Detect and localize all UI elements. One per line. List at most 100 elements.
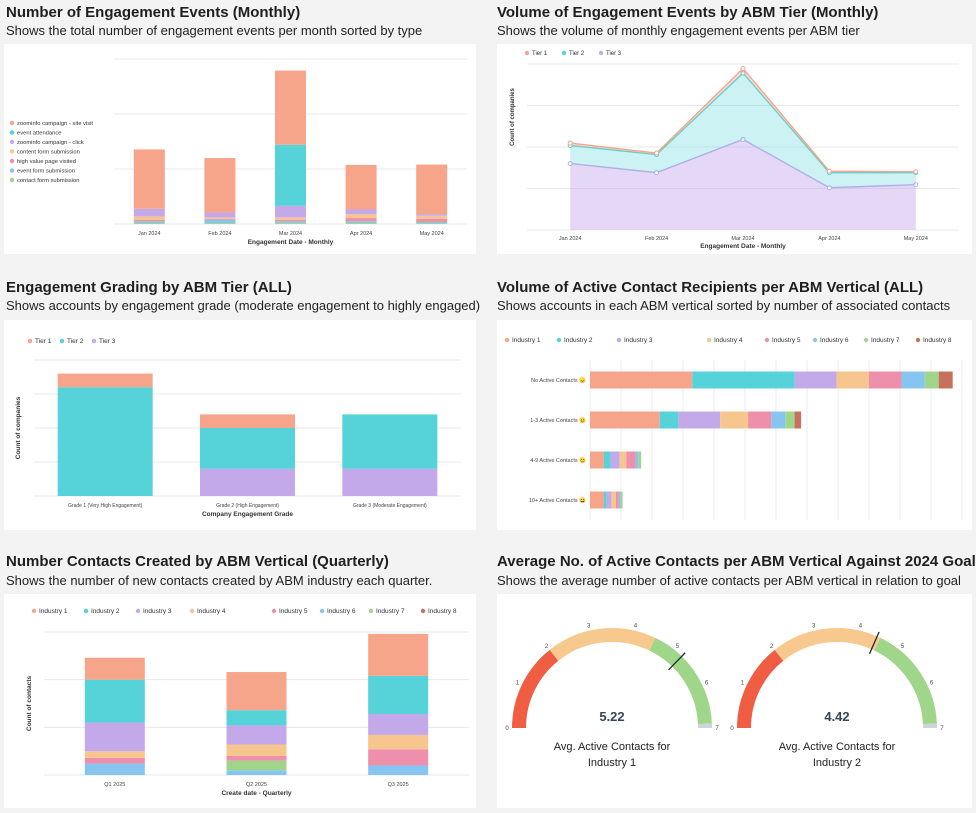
x-tick-label: May 2024 — [420, 231, 444, 237]
legend-zoominfo-campaign-click-label: zoominfo campaign - click — [17, 140, 84, 146]
legend-industry-2-label: Industry 2 — [91, 608, 120, 615]
bar-industry-5-q1-2025 — [85, 758, 145, 764]
legend-industry-8-label: Industry 8 — [923, 337, 952, 344]
legend-tier-2-swatch — [60, 339, 64, 343]
legend-industry-5-swatch — [765, 338, 769, 342]
bar-zoominfo-campaign-site-visit-apr-2024 — [346, 165, 377, 210]
bar-industry-2-1-3-active-contacts — [660, 412, 679, 429]
bar-content-form-submission-may-2024 — [416, 216, 447, 219]
legend-industry-6-swatch — [813, 338, 817, 342]
legend-industry-8-swatch — [916, 338, 920, 342]
events-chart-subtitle: Shows the total number of engagement eve… — [6, 23, 422, 38]
bar-industry-1-4-9-active-contacts — [590, 452, 604, 469]
gauge-2-tick-label: 3 — [812, 624, 816, 630]
bar-industry-2-10-active-contacts — [604, 492, 607, 509]
bar-tier-3-grade-3-moderate-engagement — [342, 469, 437, 496]
bar-high-value-page-visited-apr-2024 — [346, 218, 377, 221]
bar-content-form-submission-jan-2024 — [134, 216, 165, 219]
legend-zoominfo-campaign-site-visit-label: zoominfo campaign - site visit — [17, 121, 93, 127]
active-contacts-chart-title: Volume of Active Contact Recipients per … — [497, 279, 923, 296]
point-tier-1-jan-2024 — [568, 141, 572, 145]
legend-industry-8-label: Industry 8 — [428, 608, 457, 615]
y-tick-label: No Active Contacts 😞 — [531, 377, 586, 384]
bar-tier-2-grade-1-very-high-engagement — [58, 387, 153, 496]
bar-industry-2-no-active-contacts — [692, 372, 794, 389]
bar-high-value-page-visited-mar-2024 — [275, 220, 306, 222]
bar-industry-3-10-active-contacts — [607, 492, 612, 509]
x-tick-label: Mar 2024 — [731, 236, 754, 242]
legend-industry-3-swatch — [136, 609, 140, 613]
contacts-created-chart-subtitle: Shows the number of new contacts created… — [6, 573, 432, 588]
bar-tier-1-grade-1-very-high-engagement — [58, 374, 153, 388]
y-tick-label: 4-9 Active Contacts 😊 — [530, 457, 586, 464]
point-tier-1-may-2024 — [914, 170, 918, 174]
gauge-2-caption-line2: Industry 2 — [813, 757, 861, 769]
legend-industry-1-swatch — [32, 609, 36, 613]
x-axis-title: Company Engagement Grade — [202, 511, 293, 518]
bar-industry-6-q1-2025 — [85, 764, 145, 775]
legend-industry-3-swatch — [617, 338, 621, 342]
bar-tier-1-grade-2-high-engagement — [200, 414, 295, 428]
legend-tier-3-label: Tier 3 — [606, 51, 622, 57]
legend-tier-1-swatch — [525, 51, 529, 55]
bar-industry-1-10-active-contacts — [590, 492, 604, 509]
grading-chart-title: Engagement Grading by ABM Tier (ALL) — [6, 279, 292, 296]
legend-content-form-submission-swatch — [10, 149, 14, 153]
bar-industry-1-1-3-active-contacts — [590, 412, 660, 429]
bar-event-form-submission-mar-2024 — [275, 221, 306, 223]
gauge-2-tick-label: 7 — [940, 726, 944, 732]
bar-industry-2-4-9-active-contacts — [604, 452, 611, 469]
gauge-1-caption-line2: Industry 1 — [588, 757, 636, 769]
y-axis-title: Count of companies — [15, 396, 22, 459]
x-axis-title: Engagement Date - Monthly — [700, 243, 786, 250]
x-axis-title: Engagement Date - Monthly — [248, 239, 334, 246]
bar-industry-5-1-3-active-contacts — [748, 412, 771, 429]
legend-industry-2-label: Industry 2 — [564, 337, 593, 344]
legend-contact-form-submission-swatch — [10, 178, 14, 182]
legend-contact-form-submission-label: contact form submission — [17, 178, 80, 184]
bar-industry-3-4-9-active-contacts — [610, 452, 619, 469]
bar-zoominfo-campaign-site-visit-mar-2024 — [275, 71, 306, 145]
legend-tier-2-label: Tier 2 — [569, 51, 585, 57]
bar-contact-form-submission-jan-2024 — [134, 223, 165, 224]
bar-industry-4-q1-2025 — [85, 751, 145, 758]
bar-industry-1-q3-2025 — [368, 634, 428, 676]
x-tick-label: Q1 2025 — [104, 782, 125, 788]
gauge-2-caption-line1: Avg. Active Contacts for — [779, 741, 896, 753]
point-tier-1-feb-2024 — [655, 151, 659, 155]
x-tick-label: Q3 2025 — [388, 782, 409, 788]
bar-high-value-page-visited-feb-2024 — [204, 219, 235, 220]
bar-industry-7-no-active-contacts — [925, 372, 939, 389]
gauge-2-band-gauge_green — [877, 644, 930, 724]
bar-industry-2-q1-2025 — [85, 680, 145, 723]
legend-high-value-page-visited-swatch — [10, 159, 14, 163]
bar-zoominfo-campaign-click-may-2024 — [416, 214, 447, 216]
bar-zoominfo-campaign-site-visit-jan-2024 — [134, 149, 165, 208]
legend-industry-2-swatch — [557, 338, 561, 342]
legend-event-form-submission-swatch — [10, 168, 14, 172]
bar-content-form-submission-feb-2024 — [204, 217, 235, 218]
bar-zoominfo-campaign-click-feb-2024 — [204, 212, 235, 217]
active-contacts-chart-subtitle: Shows accounts in each ABM vertical sort… — [497, 298, 950, 313]
bar-industry-7-4-9-active-contacts — [638, 452, 641, 469]
legend-tier-2-swatch — [562, 51, 566, 55]
tier-volume-chart-subtitle: Shows the volume of monthly engagement e… — [497, 23, 860, 38]
gauge-2-tick-label: 5 — [901, 644, 905, 650]
bar-contact-form-submission-feb-2024 — [204, 223, 235, 224]
bar-industry-5-no-active-contacts — [869, 372, 902, 389]
bar-industry-6-4-9-active-contacts — [636, 452, 639, 469]
legend-industry-7-label: Industry 7 — [871, 337, 900, 344]
bar-industry-8-1-3-active-contacts — [795, 412, 802, 429]
bar-industry-7-1-3-active-contacts — [785, 412, 794, 429]
bar-high-value-page-visited-jan-2024 — [134, 220, 165, 222]
gauge-1-band-gauge_green — [652, 644, 705, 724]
gauge-1-caption-line1: Avg. Active Contacts for — [554, 741, 671, 753]
legend-event-form-submission-label: event form submission — [17, 169, 75, 175]
bar-industry-6-no-active-contacts — [902, 372, 925, 389]
